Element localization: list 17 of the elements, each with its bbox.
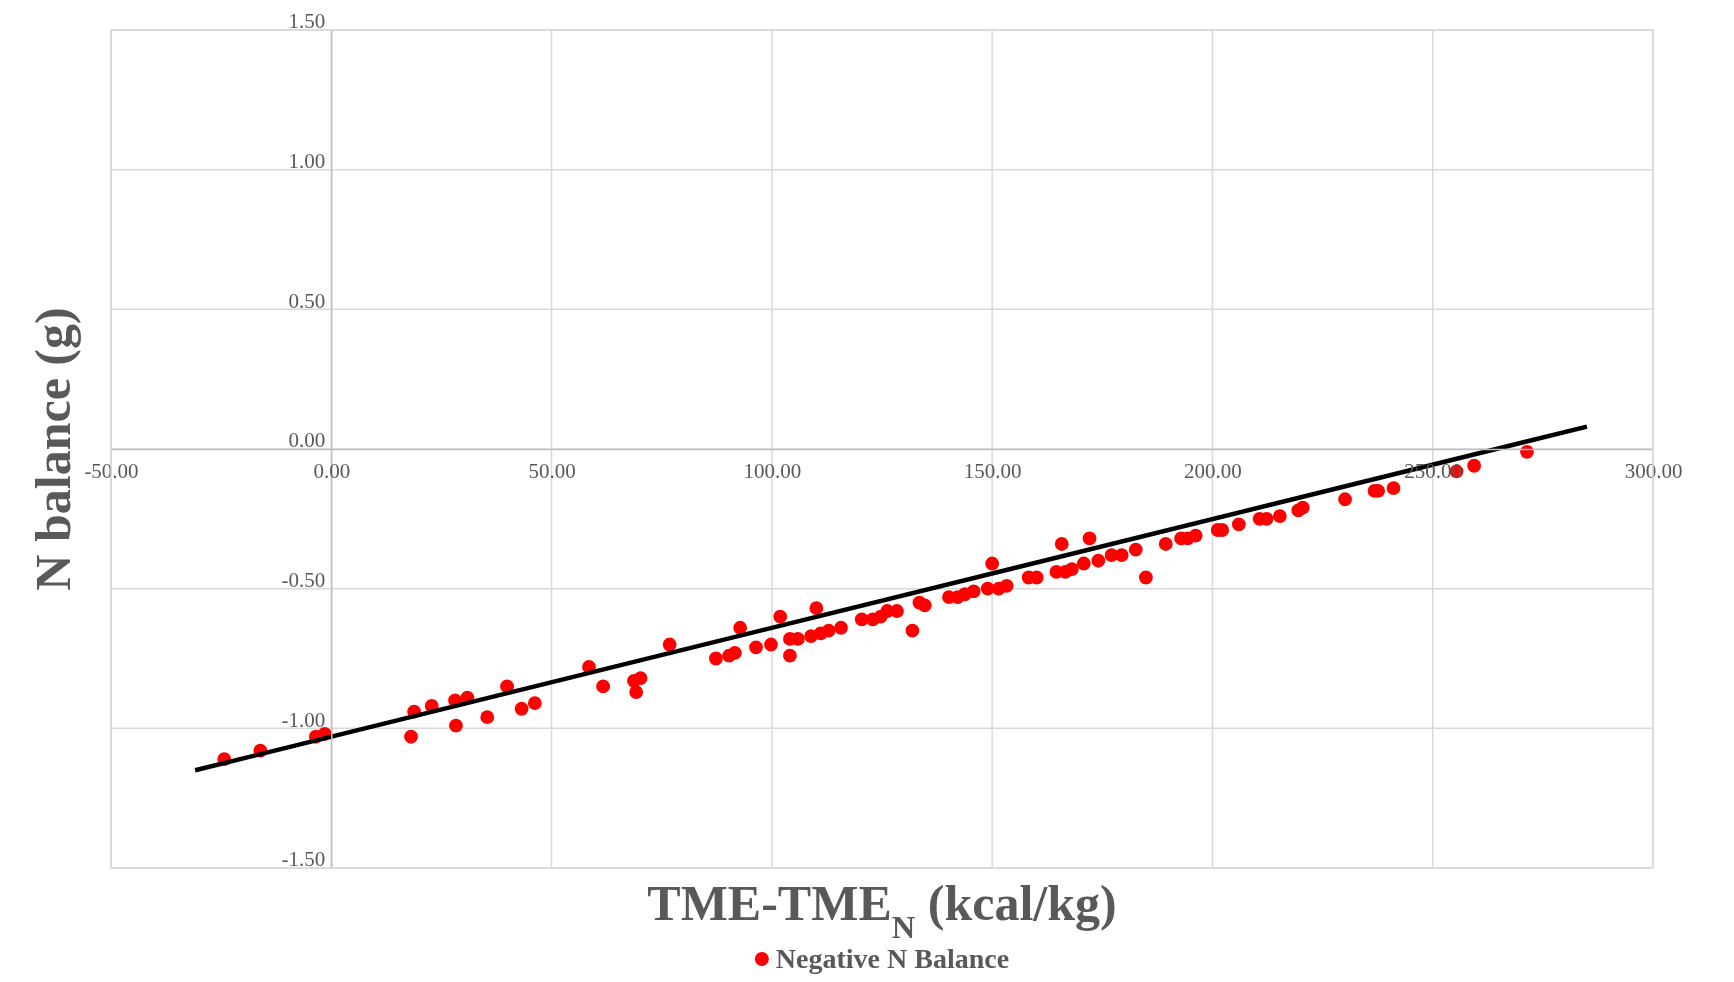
y-tick-label: -1.50 — [281, 847, 326, 872]
x-tick-label: 0.00 — [313, 458, 351, 483]
y-tick-label: 0.00 — [288, 428, 326, 453]
y-tick-label: 1.50 — [288, 9, 326, 34]
x-tick-label: 300.00 — [1624, 458, 1683, 483]
y-tick-label: -0.50 — [281, 568, 326, 593]
x-tick-label: 150.00 — [963, 458, 1022, 483]
x-axis-title: TME-TME$_{N}$ (kcal/kg) — [647, 875, 1117, 945]
x-tick-label: 200.00 — [1184, 458, 1242, 483]
x-tick-label: -50.00 — [84, 458, 139, 483]
y-tick-label: 1.00 — [288, 149, 326, 174]
x-tick-label: 50.00 — [528, 458, 576, 483]
y-tick-label: 0.50 — [288, 288, 326, 313]
y-tick-label: -1.00 — [281, 707, 326, 732]
y-axis-title: N balance (g) — [25, 307, 81, 591]
legend-label: Negative N Balance — [775, 943, 1010, 974]
x-tick-label: 100.00 — [743, 458, 802, 483]
